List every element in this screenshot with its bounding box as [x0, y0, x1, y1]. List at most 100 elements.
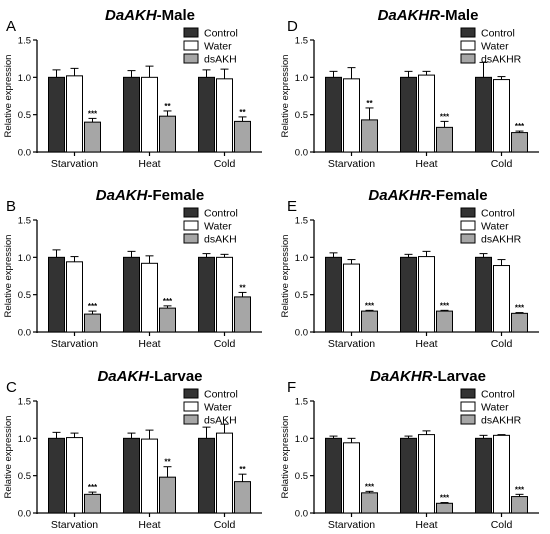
x-tick-label: Heat — [415, 338, 437, 350]
x-tick-label: Heat — [138, 158, 160, 170]
bar-control — [325, 76, 342, 153]
y-axis-label: Relative expression — [3, 235, 14, 318]
x-tick-label: Starvation — [328, 338, 375, 350]
bar-control — [123, 256, 140, 333]
bar-water — [141, 438, 158, 514]
panel-F: F DaAKHR-Larvae Relative expression 0.0 0.5 1… — [280, 368, 539, 531]
legend-label: dsAKH — [204, 415, 237, 427]
significance-label: ** — [239, 283, 246, 292]
legend-swatch — [460, 40, 476, 51]
bar-control — [198, 256, 215, 333]
bar-control — [325, 437, 342, 514]
legend-label: Control — [481, 389, 515, 401]
y-tick-label: 0.0 — [295, 148, 308, 159]
panel-B: B DaAKH-Female Relative expression 0.0 0.5 1.… — [3, 187, 262, 350]
x-tick-label: Starvation — [51, 158, 98, 170]
panel-C: C DaAKH-Larvae Relative expression 0.0 0.5 1.… — [3, 368, 262, 531]
bar-control — [325, 256, 342, 333]
title-suffix: -Male — [440, 7, 478, 24]
bar-water — [418, 434, 435, 514]
significance-label: *** — [515, 304, 525, 313]
bar-water — [141, 262, 158, 333]
y-tick-label: 1.0 — [18, 253, 31, 264]
bar-control — [48, 76, 65, 153]
legend-swatch — [183, 207, 199, 218]
title-suffix: -Male — [157, 7, 195, 24]
bar-water — [66, 261, 83, 333]
bar-control — [400, 437, 417, 514]
legend-label: Control — [204, 389, 238, 401]
y-axis-label: Relative expression — [280, 55, 291, 138]
panel-A: A DaAKH-Male Relative expression 0.0 0.5 1.0 1… — [3, 7, 262, 170]
significance-label: ** — [239, 465, 246, 474]
y-axis-label: Relative expression — [280, 235, 291, 318]
x-tick-label: Cold — [491, 338, 513, 350]
significance-label: *** — [515, 485, 525, 494]
significance-label: ** — [366, 99, 373, 108]
bar-control — [123, 76, 140, 153]
bar-water — [343, 263, 360, 333]
legend-swatch — [183, 220, 199, 231]
legend-swatch — [460, 388, 476, 399]
significance-label: *** — [440, 301, 450, 310]
legend-swatch — [183, 388, 199, 399]
y-tick-label: 0.0 — [18, 328, 31, 339]
title-gene: DaAKHR — [368, 187, 431, 204]
legend-label: Water — [204, 41, 232, 53]
panel-letter: E — [287, 198, 297, 215]
chart-title: DaAKHR-Larvae — [370, 368, 486, 385]
legend-swatch — [460, 401, 476, 412]
legend-swatch — [460, 27, 476, 38]
bar-dsakh — [84, 121, 101, 153]
y-tick-label: 1.0 — [295, 253, 308, 264]
y-tick-label: 1.5 — [18, 216, 31, 227]
bar-dsakhr — [436, 310, 453, 333]
legend-label: Control — [481, 28, 515, 40]
bar-control — [48, 437, 65, 514]
legend-swatch — [183, 233, 199, 244]
significance-label: *** — [365, 482, 375, 491]
y-tick-label: 0.5 — [295, 290, 308, 301]
title-suffix: -Female — [147, 187, 204, 204]
legend-swatch — [183, 401, 199, 412]
bar-control — [475, 437, 492, 514]
bar-dsakhr — [361, 119, 378, 153]
legend-swatch — [460, 414, 476, 425]
y-tick-label: 0.5 — [295, 110, 308, 121]
x-tick-label: Heat — [138, 519, 160, 531]
chart-title: DaAKH-Male — [105, 7, 195, 24]
y-tick-label: 0.0 — [18, 148, 31, 159]
legend-label: Control — [204, 28, 238, 40]
bar-control — [400, 256, 417, 333]
bar-control — [198, 76, 215, 153]
legend-label: Control — [204, 208, 238, 220]
legend-swatch — [183, 414, 199, 425]
bar-dsakhr — [436, 502, 453, 514]
title-suffix: -Larvae — [149, 368, 202, 385]
panel-letter: B — [6, 198, 16, 215]
x-tick-label: Heat — [138, 338, 160, 350]
bar-water — [66, 437, 83, 514]
bar-water — [493, 79, 510, 153]
significance-label: *** — [163, 297, 173, 306]
bar-dsakhr — [361, 492, 378, 514]
bar-dsakh — [84, 313, 101, 333]
title-suffix: -Larvae — [433, 368, 486, 385]
y-tick-label: 1.5 — [18, 397, 31, 408]
legend-swatch — [460, 233, 476, 244]
legend-label: dsAKHR — [481, 54, 522, 66]
title-gene: DaAKHR — [370, 368, 433, 385]
x-tick-label: Starvation — [51, 519, 98, 531]
bar-control — [475, 76, 492, 153]
y-tick-label: 0.5 — [18, 110, 31, 121]
legend-label: dsAKH — [204, 234, 237, 246]
legend-label: Water — [204, 402, 232, 414]
y-axis-label: Relative expression — [3, 55, 14, 138]
legend-label: dsAKH — [204, 54, 237, 66]
bar-control — [400, 76, 417, 153]
legend-swatch — [183, 40, 199, 51]
bar-water — [343, 442, 360, 514]
bar-dsakhr — [361, 310, 378, 333]
legend-swatch — [460, 53, 476, 64]
y-tick-label: 1.0 — [18, 434, 31, 445]
